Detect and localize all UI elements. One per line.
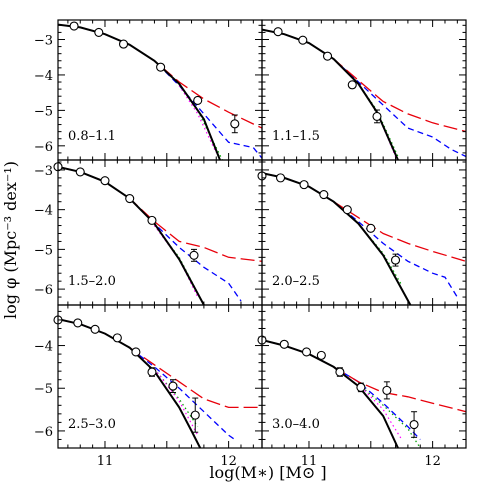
data-point: [94, 27, 104, 37]
data-point: [73, 318, 83, 328]
data-point: [189, 250, 199, 260]
y-tick-label: −6: [34, 425, 53, 440]
x-axis-label: log(M∗) [M⊙ ]: [209, 463, 326, 482]
curves: [58, 23, 262, 160]
data-point: [356, 382, 366, 392]
series-line-red: [58, 166, 262, 262]
series-line-blue: [262, 339, 421, 440]
data-point: [147, 215, 157, 225]
data-point: [131, 347, 141, 357]
series-line-red: [262, 28, 466, 133]
data-point: [298, 35, 308, 45]
y-tick-label: −5: [34, 243, 53, 258]
y-tick-label: −5: [34, 104, 53, 119]
data-point: [125, 193, 135, 204]
series-line-red: [262, 172, 466, 262]
y-axis-label: log φ (Mpc⁻³ dex⁻¹): [1, 161, 20, 319]
panel-label: 0.8–1.1: [68, 129, 116, 144]
y-tick-label: −6: [34, 283, 53, 298]
panel-label: 1.1–1.5: [272, 129, 320, 144]
data-point: [69, 21, 79, 31]
data-point: [193, 95, 203, 106]
data-point: [316, 350, 326, 360]
data-point: [273, 27, 283, 37]
panel-label: 3.0–4.0: [272, 417, 320, 432]
data-point: [75, 167, 85, 177]
data-point: [190, 410, 200, 420]
data-point: [366, 223, 376, 233]
panel-3: −3 −4 −5 −6 1.5–2.0: [34, 159, 263, 306]
data-point: [299, 180, 309, 190]
x-tick-label: 12: [424, 454, 441, 469]
panel-label: 1.5–2.0: [68, 274, 116, 289]
data-point: [372, 111, 382, 121]
x-tick-label: 12: [220, 454, 237, 469]
y-tick-label: −4: [34, 204, 53, 219]
curves: [58, 318, 262, 448]
panel-label: 2.5–3.0: [68, 417, 116, 432]
data-point: [112, 333, 122, 343]
data-point: [279, 339, 289, 349]
data-point: [90, 324, 100, 334]
series-line-red: [58, 23, 262, 129]
series-line-green: [357, 223, 403, 286]
y-tick-label: −4: [34, 69, 53, 84]
data-point: [409, 419, 419, 430]
y-tick-label: −4: [34, 340, 53, 355]
series-line-black: [58, 318, 202, 448]
panel-6: 3.0–4.0 11 12: [257, 304, 467, 469]
x-tick-label: 11: [301, 454, 318, 469]
data-point: [100, 176, 110, 186]
y-tick-label: −5: [34, 382, 53, 397]
y-tick-label: −3: [34, 164, 53, 179]
data-point: [156, 62, 166, 72]
panel-5: −4 −5 −6 2.5–3.0 11 12: [34, 304, 263, 469]
data-point: [382, 385, 392, 395]
series-line-red: [58, 318, 262, 409]
data-point: [168, 381, 178, 391]
x-tick-label: 11: [97, 454, 114, 469]
panel-2: 1.1–1.5: [261, 19, 467, 161]
data-point: [347, 80, 357, 90]
data-point: [322, 51, 333, 61]
panels-grid: −3 −4 −5 −6 0.8–1.1 1.1–1.5 −3 −4 −5 −6 1.5–2.0 2.0…: [34, 19, 467, 469]
data-point: [342, 205, 352, 215]
data-point: [390, 255, 401, 265]
panel-label: 2.0–2.5: [272, 274, 320, 289]
y-tick-label: −3: [34, 33, 53, 48]
panel-1: −3 −4 −5 −6 0.8–1.1: [34, 19, 263, 161]
data-point: [230, 119, 240, 129]
data-point: [147, 367, 157, 377]
data-point: [275, 173, 286, 183]
series-line-black: [58, 23, 221, 160]
series-line-magenta: [357, 383, 403, 440]
series-line-magenta: [178, 85, 217, 154]
data-point: [319, 190, 329, 200]
series-line-red: [262, 339, 466, 413]
series-line-green: [358, 383, 421, 448]
data-point: [301, 347, 312, 357]
panel-frame: [261, 304, 467, 449]
panel-4: 2.0–2.5: [257, 159, 467, 306]
data-point: [118, 39, 129, 49]
y-tick-label: −6: [34, 140, 53, 155]
data-point: [335, 367, 345, 377]
